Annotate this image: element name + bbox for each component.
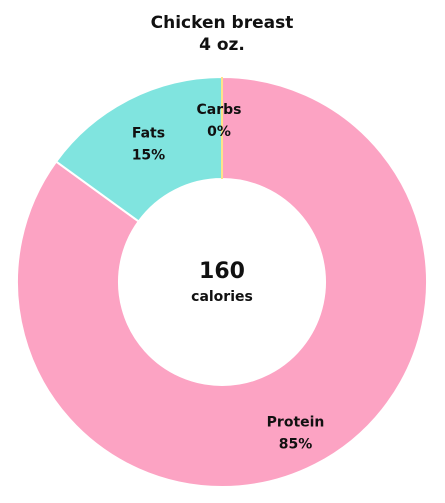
center-label: calories bbox=[191, 289, 253, 305]
donut-slices bbox=[16, 75, 428, 488]
slice-label-protein: Protein bbox=[267, 414, 325, 430]
chart-subtitle: 4 oz. bbox=[199, 35, 245, 55]
slice-protein bbox=[16, 75, 428, 488]
slice-value-carbs: 0% bbox=[207, 124, 231, 140]
center-value: 160 bbox=[199, 259, 245, 284]
chart-title: Chicken breast bbox=[151, 13, 294, 33]
slice-fats bbox=[54, 75, 223, 223]
slice-label-fats: Fats bbox=[132, 126, 165, 142]
slice-labels: Protein 85% Fats 15% Carbs 0% bbox=[132, 102, 325, 452]
slice-value-fats: 15% bbox=[132, 148, 166, 164]
slice-value-protein: 85% bbox=[279, 436, 313, 452]
slice-label-carbs: Carbs bbox=[197, 102, 242, 118]
